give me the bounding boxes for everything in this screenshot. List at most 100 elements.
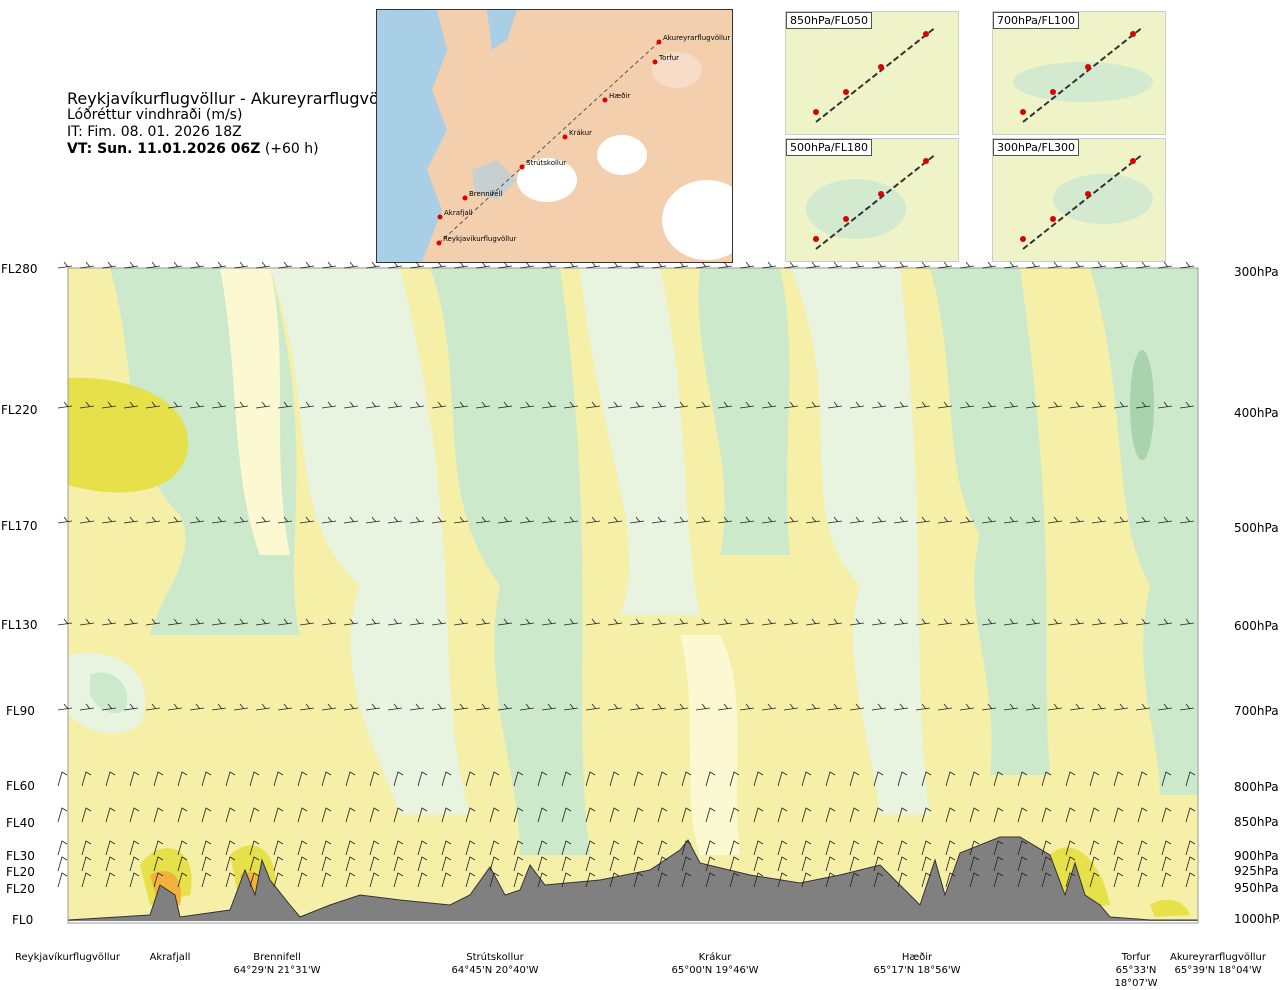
wind-barb: [761, 618, 777, 626]
wind-barb: [651, 401, 667, 409]
wind-barb: [607, 401, 623, 409]
wind-barb: [321, 807, 332, 823]
wind-barb: [519, 516, 535, 524]
wind-barb: [1025, 703, 1041, 711]
wind-barb: [177, 856, 188, 872]
wind-barb: [897, 771, 908, 787]
wind-barb: [1017, 840, 1028, 856]
wind-barb: [519, 703, 535, 711]
wind-barb: [465, 856, 476, 872]
map-waypoint-marker: [656, 39, 662, 45]
wind-barb: [827, 401, 843, 409]
wind-barb: [825, 807, 836, 823]
bottom-label-akrafjall: Akrafjall: [149, 952, 191, 963]
wind-barb: [1069, 401, 1085, 409]
wind-barb: [167, 516, 183, 524]
wind-barb: [57, 807, 68, 823]
wind-barb: [167, 703, 183, 711]
wind-barb: [431, 516, 447, 524]
wind-barb: [1047, 401, 1063, 409]
wind-barb: [475, 618, 491, 626]
wind-barb: [959, 401, 975, 409]
wind-barb: [959, 261, 975, 269]
wind-barb: [225, 807, 236, 823]
wind-barb: [695, 516, 711, 524]
wind-barb: [681, 840, 692, 856]
wind-barb: [1041, 840, 1052, 856]
wind-barb: [475, 261, 491, 269]
wind-barb: [673, 261, 689, 269]
wind-barb: [1017, 872, 1028, 888]
wind-barb: [651, 261, 667, 269]
wind-barb: [561, 856, 572, 872]
bottom-label-torfur: Torfur 65°33'N 18°07'W: [1114, 952, 1158, 989]
wind-barb: [211, 401, 227, 409]
wind-barb: [343, 261, 359, 269]
wind-barb: [177, 807, 188, 823]
wind-barb: [233, 401, 249, 409]
wind-barb: [189, 401, 205, 409]
wind-barb: [189, 703, 205, 711]
left-axis-fl130: FL130: [1, 618, 38, 632]
map-waypoint-marker: [462, 195, 468, 201]
wind-barb: [825, 872, 836, 888]
wind-barb: [1089, 771, 1100, 787]
wind-barb: [1025, 618, 1041, 626]
wind-barb: [345, 840, 356, 856]
map-waypoint-label: Hæðir: [609, 92, 630, 100]
wind-barb: [1047, 703, 1063, 711]
wind-barb: [211, 516, 227, 524]
wind-barb: [1157, 516, 1173, 524]
wind-barb: [1113, 261, 1129, 269]
wind-barb: [321, 856, 332, 872]
wind-barb: [1041, 771, 1052, 787]
wind-barb: [827, 516, 843, 524]
wind-barb: [225, 856, 236, 872]
wind-barb: [369, 872, 380, 888]
wind-barb: [849, 516, 865, 524]
wind-barb: [431, 618, 447, 626]
wind-barb: [993, 771, 1004, 787]
left-axis-fl20a: FL20: [6, 865, 35, 879]
wind-barb: [297, 872, 308, 888]
wind-barb: [633, 771, 644, 787]
wind-barb: [921, 856, 932, 872]
wind-barb: [1089, 807, 1100, 823]
wind-barb: [393, 872, 404, 888]
wind-barb: [541, 703, 557, 711]
wind-barb: [777, 807, 788, 823]
wind-barb: [541, 618, 557, 626]
wind-barb: [1135, 261, 1151, 269]
wind-barb: [489, 840, 500, 856]
wind-barb: [321, 840, 332, 856]
wind-barb: [825, 840, 836, 856]
wind-barb: [849, 261, 865, 269]
wind-barb: [409, 261, 425, 269]
wind-barb: [871, 401, 887, 409]
wind-barb: [1091, 401, 1107, 409]
wind-barb: [201, 840, 212, 856]
wind-barb: [1157, 401, 1173, 409]
wind-barb: [1041, 807, 1052, 823]
wind-barbs: [57, 261, 1196, 888]
wind-barb: [1161, 856, 1172, 872]
wind-barb: [145, 261, 161, 269]
wind-barb: [441, 856, 452, 872]
wind-barb: [1003, 261, 1019, 269]
wind-barb: [729, 856, 740, 872]
wind-barb: [255, 618, 271, 626]
wind-barb: [57, 840, 68, 856]
bottom-label-haedir: Hæðir 65°17'N 18°56'W: [873, 952, 961, 976]
wind-barb: [105, 856, 116, 872]
mini-map-500-label: 500hPa/FL180: [786, 139, 873, 156]
wind-barb: [873, 807, 884, 823]
wind-barb: [453, 261, 469, 269]
wind-barb: [343, 401, 359, 409]
wind-barb: [365, 261, 381, 269]
wind-barb: [1065, 771, 1076, 787]
wind-barb: [893, 401, 909, 409]
wind-barb: [753, 872, 764, 888]
wind-barb: [1025, 516, 1041, 524]
wind-barb: [513, 840, 524, 856]
wind-barb: [1065, 872, 1076, 888]
